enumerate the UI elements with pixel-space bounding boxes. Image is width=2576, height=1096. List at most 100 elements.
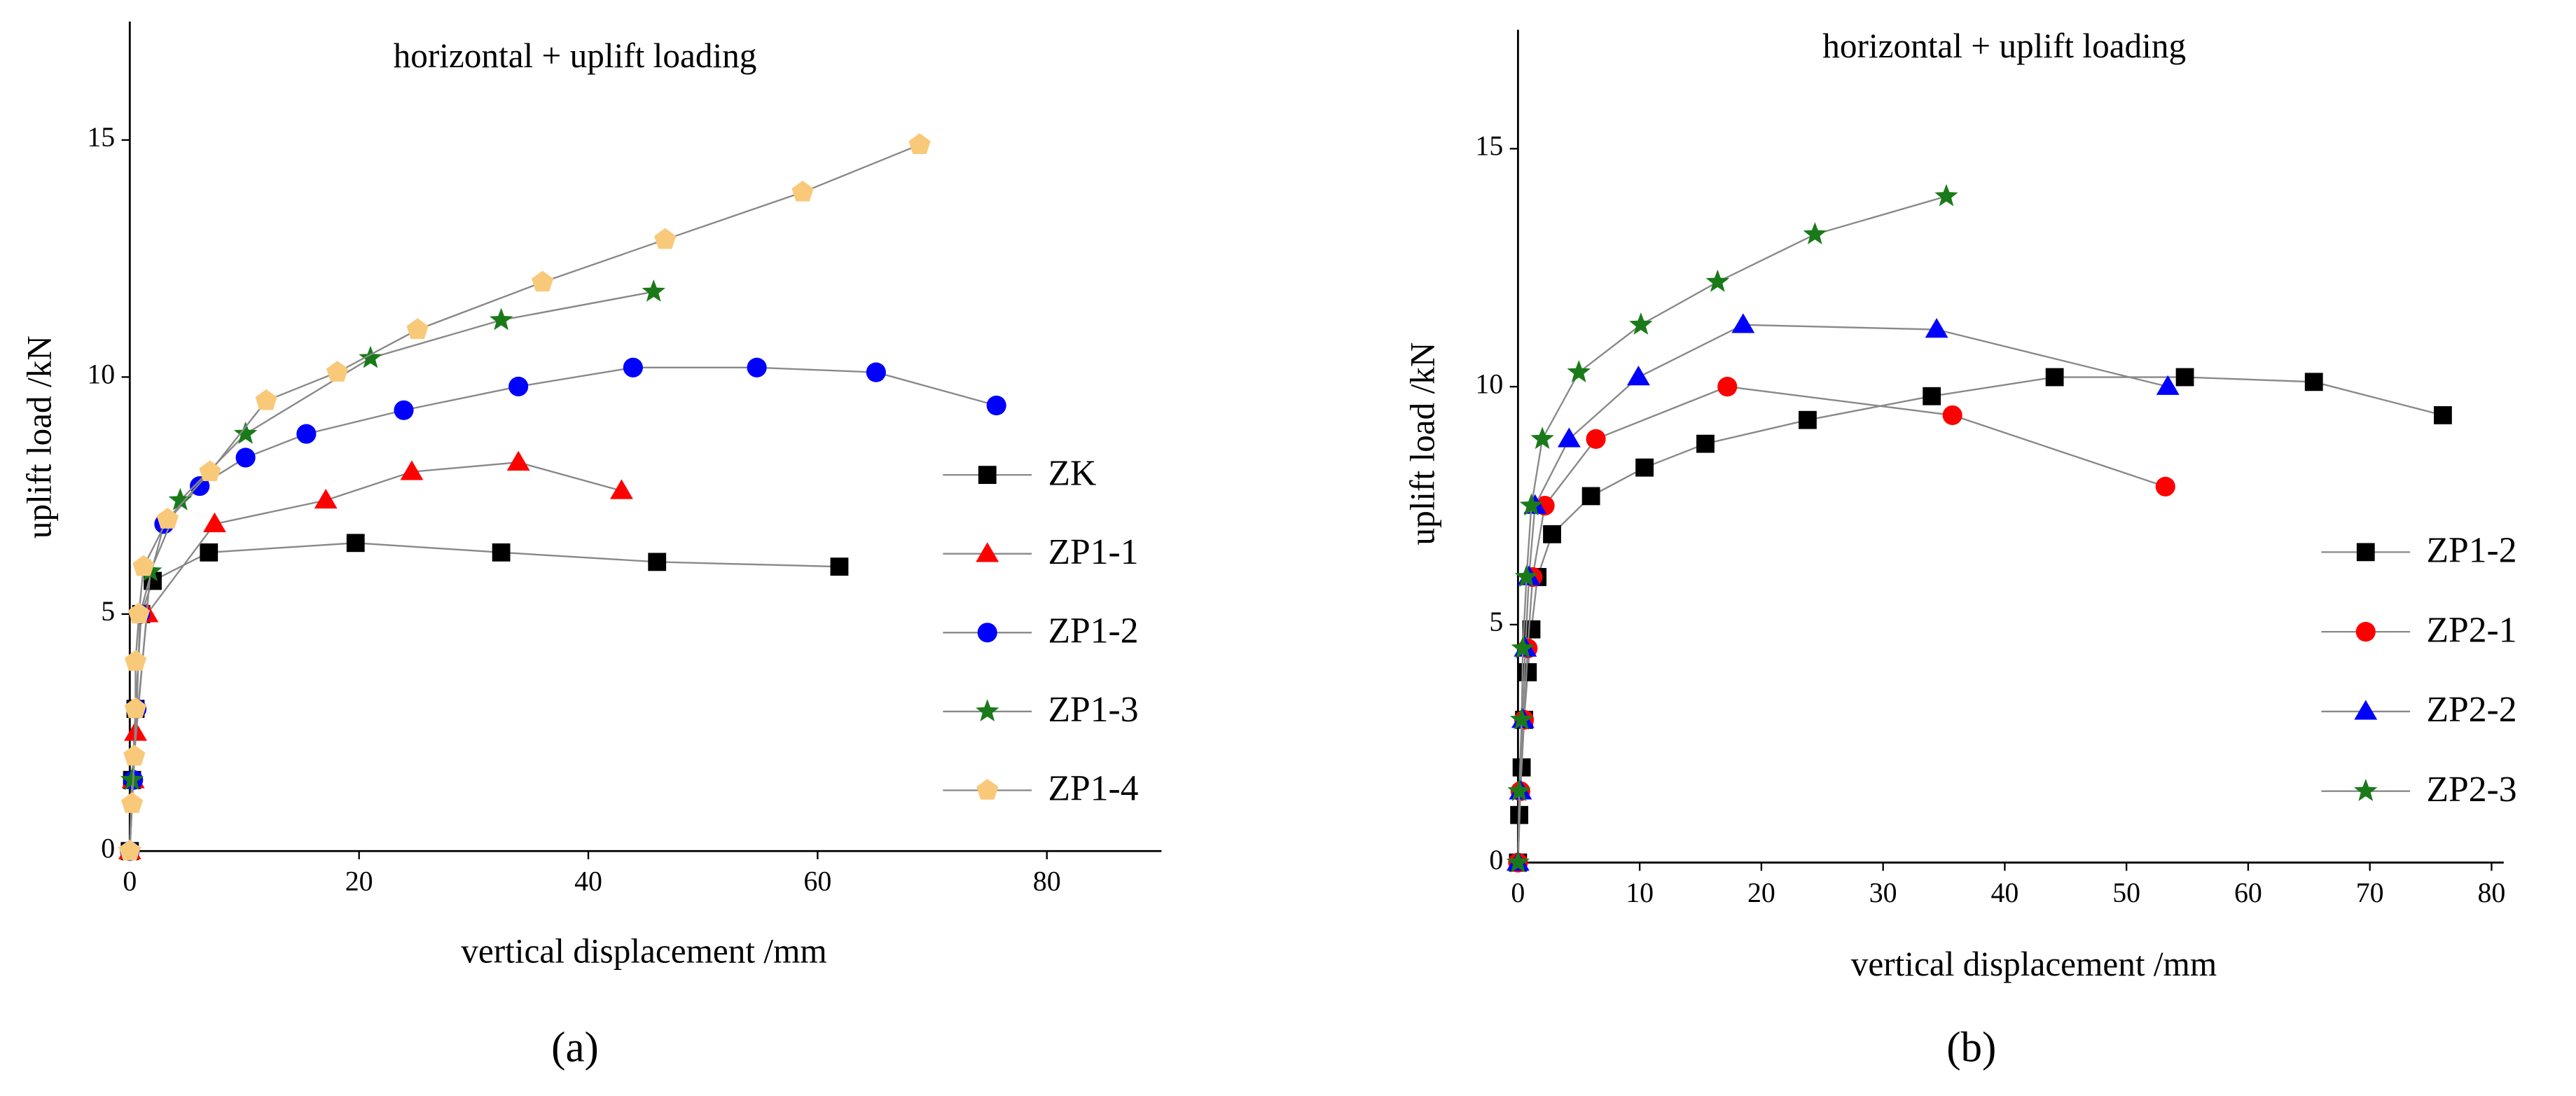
x-tick-label: 40	[574, 865, 602, 896]
marker	[2155, 476, 2175, 497]
marker	[2434, 405, 2452, 424]
series-line	[1517, 195, 1947, 863]
marker	[508, 376, 529, 396]
marker	[2156, 375, 2180, 395]
marker	[1586, 429, 1606, 449]
legend-label: ZK	[1048, 453, 1097, 493]
y-tick-label: 5	[1489, 606, 1503, 637]
legend-marker	[978, 466, 997, 485]
marker	[642, 279, 666, 302]
marker	[1803, 222, 1827, 244]
y-axis-label: uplift load /kN	[1403, 342, 1441, 546]
marker	[531, 270, 554, 292]
legend-label: ZP2-3	[2427, 770, 2517, 810]
marker	[1507, 779, 1531, 801]
marker	[1519, 493, 1544, 516]
marker	[1925, 318, 1948, 338]
marker	[394, 400, 414, 420]
legend-label: ZP2-1	[2427, 610, 2517, 650]
marker	[1581, 487, 1600, 506]
marker	[120, 792, 144, 813]
marker	[1934, 183, 1958, 207]
marker	[255, 389, 277, 410]
marker	[623, 357, 643, 377]
marker	[1635, 458, 1654, 477]
marker	[1514, 564, 1539, 588]
y-tick-label: 15	[1475, 130, 1503, 161]
marker	[1543, 525, 1561, 543]
x-tick-label: 30	[1869, 877, 1897, 908]
marker	[1626, 366, 1650, 386]
marker	[1506, 850, 1530, 873]
marker	[235, 448, 256, 468]
marker	[986, 395, 1006, 416]
x-tick-label: 70	[2356, 877, 2384, 908]
marker	[203, 512, 226, 532]
x-tick-label: 80	[1033, 865, 1061, 896]
legend-label: ZP1-1	[1048, 532, 1139, 572]
marker	[359, 345, 382, 368]
series-line	[129, 144, 920, 852]
x-tick-label: 20	[345, 865, 373, 896]
marker	[1530, 426, 1554, 450]
x-axis-label: vertical displacement /mm	[461, 931, 826, 970]
legend-marker	[2356, 543, 2375, 562]
marker	[2045, 368, 2064, 387]
marker	[296, 424, 317, 444]
marker	[120, 768, 144, 790]
x-tick-label: 60	[2234, 877, 2262, 908]
caption: (b)	[1946, 1024, 1996, 1071]
marker	[1509, 707, 1534, 730]
y-tick-label: 0	[1489, 844, 1503, 875]
legend-marker	[2354, 700, 2378, 720]
legend-marker	[2354, 779, 2378, 801]
marker	[400, 460, 424, 480]
marker	[406, 318, 429, 339]
marker	[492, 543, 511, 562]
marker	[866, 362, 886, 382]
marker	[1511, 636, 1535, 659]
y-tick-label: 0	[101, 832, 115, 863]
marker	[2304, 373, 2323, 391]
marker	[1557, 427, 1581, 448]
series-line	[1517, 385, 2166, 863]
series-line	[129, 366, 997, 852]
marker	[124, 650, 147, 671]
marker	[118, 839, 141, 861]
x-tick-label: 20	[1747, 877, 1775, 908]
marker	[124, 697, 147, 719]
marker	[1705, 270, 1730, 292]
x-tick-label: 0	[123, 865, 137, 896]
x-tick-label: 10	[1626, 877, 1654, 908]
legend-label: ZP1-3	[1048, 690, 1139, 730]
marker	[648, 553, 667, 571]
caption: (a)	[551, 1024, 599, 1071]
marker	[156, 508, 179, 529]
marker	[1522, 620, 1541, 639]
marker	[506, 450, 530, 471]
marker	[1696, 434, 1715, 453]
marker	[1518, 663, 1537, 681]
marker	[1629, 312, 1653, 335]
series-line	[129, 542, 840, 852]
marker	[123, 744, 146, 766]
marker	[1717, 377, 1738, 397]
y-tick-label: 15	[87, 121, 115, 153]
legend-label: ZP1-4	[1048, 769, 1139, 809]
legend-label: ZP1-2	[2427, 531, 2517, 571]
marker	[489, 307, 513, 331]
marker	[132, 555, 155, 576]
chart-title: horizontal + uplift loading	[394, 36, 757, 75]
x-tick-label: 50	[2112, 877, 2140, 908]
marker	[830, 557, 849, 576]
y-tick-label: 5	[101, 595, 115, 627]
y-tick-label: 10	[87, 359, 115, 390]
legend-label: ZP1-2	[1048, 611, 1139, 651]
legend-marker	[976, 779, 999, 800]
marker	[747, 357, 767, 377]
marker	[1799, 410, 1817, 429]
legend-label: ZP2-2	[2427, 690, 2517, 730]
x-tick-label: 0	[1511, 877, 1525, 908]
